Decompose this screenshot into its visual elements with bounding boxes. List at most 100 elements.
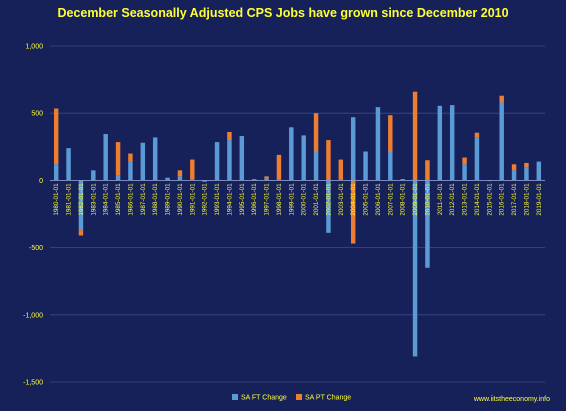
bar-sa-ft-change	[103, 134, 108, 181]
bar-sa-ft-change	[524, 167, 529, 181]
bar-sa-pt-change	[227, 132, 232, 141]
bar-sa-ft-change	[140, 142, 146, 181]
bar-sa-ft-change	[251, 179, 257, 181]
x-tick-label: 2003-01-01	[338, 183, 345, 216]
x-tick-label: 2017-01-01	[511, 183, 518, 216]
bar-sa-ft-change	[474, 137, 480, 181]
bar-sa-pt-change	[190, 159, 195, 180]
bar-sa-ft-change	[338, 179, 344, 181]
x-tick-label: 1981-01-01	[66, 183, 73, 216]
bar-sa-ft-change	[400, 179, 405, 181]
x-tick-label: 1982-01-01	[78, 183, 85, 216]
bar-sa-pt-change	[412, 91, 418, 181]
bar-sa-ft-change	[264, 178, 269, 181]
bar-sa-ft-change	[388, 151, 393, 181]
bar-sa-ft-change	[227, 140, 232, 181]
bar-sa-ft-change	[363, 151, 368, 181]
bar-sa-ft-change	[449, 105, 455, 181]
x-tick-label: 2019-01-01	[536, 183, 543, 216]
bar-sa-ft-change	[313, 151, 319, 181]
bar-sa-ft-change	[78, 180, 84, 231]
bar-sa-pt-change	[511, 164, 517, 171]
bar-sa-ft-change	[53, 164, 59, 181]
bar-sa-ft-change	[289, 127, 294, 181]
bar-sa-pt-change	[499, 95, 504, 103]
x-tick-label: 1997-01-01	[264, 183, 271, 216]
bar-sa-pt-change	[264, 176, 269, 179]
x-tick-label: 1989-01-01	[165, 183, 172, 216]
bar-sa-ft-change	[202, 180, 207, 182]
bar-sa-ft-change	[326, 180, 331, 233]
bar-sa-pt-change	[313, 113, 319, 152]
x-tick-label: 2004-01-01	[350, 183, 357, 216]
x-tick-label: 2012-01-01	[449, 183, 456, 216]
legend-swatch-sa-pt-change	[296, 394, 302, 400]
bar-sa-pt-change	[462, 157, 467, 165]
x-tick-label: 2011-01-01	[437, 183, 444, 215]
x-tick-label: 1993-01-01	[214, 183, 221, 216]
bar-sa-pt-change	[115, 142, 121, 176]
legend-label-sa-ft-change: SA FT Change	[241, 395, 287, 402]
bar-sa-ft-change	[499, 102, 504, 181]
x-tick-label: 2010-01-01	[424, 183, 431, 216]
bars	[53, 91, 542, 357]
bar-sa-pt-change	[177, 170, 183, 177]
x-tick-label: 1996-01-01	[251, 183, 258, 216]
bar-sa-ft-change	[462, 164, 467, 181]
x-tick-label: 1987-01-01	[140, 183, 147, 216]
y-tick-label: -1,000	[23, 312, 43, 319]
x-tick-label: 1999-01-01	[288, 183, 295, 216]
chart-title: December Seasonally Adjusted CPS Jobs ha…	[57, 6, 508, 20]
x-tick-label: 1998-01-01	[276, 183, 283, 216]
y-tick-label: 1,000	[25, 44, 43, 51]
x-tick-label: 1992-01-01	[202, 183, 209, 216]
bar-sa-pt-change	[53, 108, 59, 165]
y-tick-label: -500	[29, 245, 43, 252]
x-tick-label: 1983-01-01	[90, 183, 97, 216]
x-tick-label: 2005-01-01	[363, 183, 370, 216]
x-tick-label: 2000-01-01	[301, 183, 308, 216]
legend: SA FT Change SA PT Change	[232, 394, 351, 402]
bar-sa-ft-change	[152, 137, 158, 181]
bar-sa-pt-change	[78, 230, 84, 236]
x-tick-label: 2008-01-01	[400, 183, 407, 216]
x-tick-label: 1980-01-01	[53, 183, 60, 216]
x-tick-label: 2014-01-01	[474, 183, 481, 216]
bar-sa-pt-change	[474, 132, 480, 138]
x-tick-label: 2009-01-01	[412, 183, 419, 216]
bar-sa-ft-change	[536, 161, 542, 181]
x-tick-label: 1990-01-01	[177, 183, 184, 216]
x-tick-label: 1984-01-01	[103, 183, 110, 216]
bar-sa-ft-change	[66, 148, 71, 181]
bar-sa-ft-change	[115, 175, 121, 181]
bar-sa-ft-change	[511, 170, 517, 181]
x-tick-label: 1988-01-01	[152, 183, 159, 216]
x-tick-label: 2016-01-01	[499, 183, 506, 216]
y-tick-label: -1,500	[23, 380, 43, 387]
bar-sa-ft-change	[350, 117, 356, 181]
x-tick-label: 2002-01-01	[325, 183, 332, 216]
bar-sa-pt-change	[338, 159, 344, 180]
bar-sa-pt-change	[128, 153, 133, 162]
x-tick-label: 2018-01-01	[523, 183, 530, 216]
bar-sa-pt-change	[350, 180, 356, 244]
x-tick-label: 1994-01-01	[226, 183, 233, 216]
bar-sa-pt-change	[326, 140, 331, 181]
x-tick-label: 2015-01-01	[486, 183, 493, 216]
bar-sa-ft-change	[375, 107, 381, 181]
bar-sa-ft-change	[165, 177, 170, 181]
x-tick-label: 1985-01-01	[115, 183, 122, 216]
gridlines	[50, 45, 545, 383]
axes: -1,500 -1,000 -500 0 500 1,000 1980-01-01 1981-…	[23, 44, 545, 387]
bar-sa-ft-change	[425, 180, 430, 268]
bar-sa-ft-change	[412, 180, 418, 357]
bar-sa-pt-change	[524, 162, 529, 168]
bar-sa-ft-change	[91, 170, 96, 181]
bar-sa-ft-change	[190, 179, 195, 181]
x-tick-label: 2013-01-01	[462, 183, 469, 216]
x-tick-label: 2006-01-01	[375, 183, 382, 216]
x-tick-label: 1995-01-01	[239, 183, 246, 216]
